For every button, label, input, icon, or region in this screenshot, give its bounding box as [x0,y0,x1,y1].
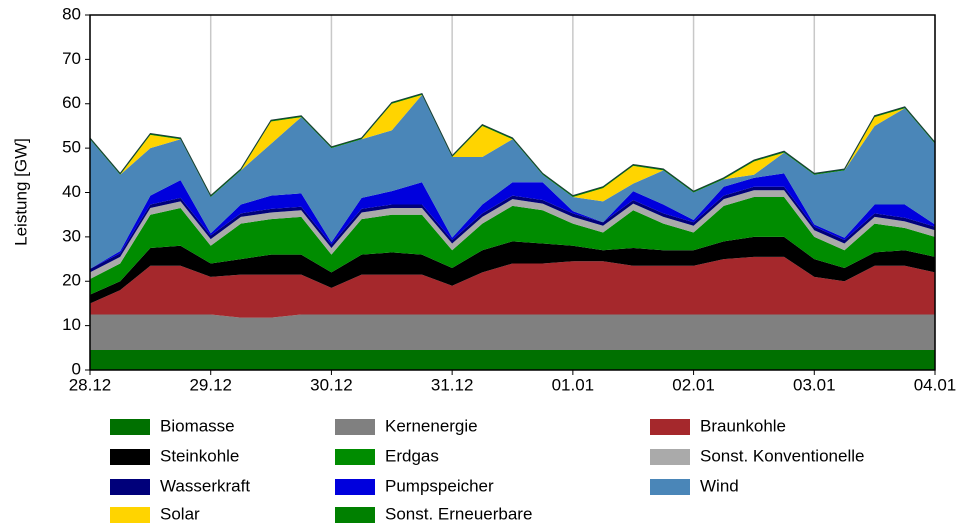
area [90,314,935,351]
legend-swatch [110,507,150,523]
legend-swatch [335,449,375,465]
y-axis-label: Leistung [GW] [11,138,30,246]
legend-label: Steinkohle [160,446,239,465]
legend-swatch [110,419,150,435]
legend-label: Pumpspeicher [385,476,494,495]
legend-label: Braunkohle [700,416,786,435]
legend-swatch [650,449,690,465]
legend-swatch [110,479,150,495]
y-tick-label: 60 [62,93,81,112]
y-tick-label: 50 [62,138,81,157]
outline [89,92,936,197]
area [90,350,935,370]
area [90,186,935,273]
area [90,236,935,304]
x-tick-label: 30.12 [310,375,353,394]
legend-swatch [110,449,150,465]
y-tick-label: 70 [62,49,81,68]
area [90,256,935,318]
x-tick-label: 02.01 [672,375,715,394]
area [90,190,935,280]
legend-label: Biomasse [160,416,235,435]
y-tick-label: 10 [62,315,81,334]
legend-swatch [335,479,375,495]
x-tick-label: 28.12 [69,375,112,394]
area [90,94,935,269]
legend-swatch [650,419,690,435]
x-tick-label: 01.01 [552,375,595,394]
legend-swatch [650,479,690,495]
x-tick-label: 03.01 [793,375,836,394]
area [90,196,935,295]
x-tick-label: 04.01 [914,375,957,394]
x-tick-label: 29.12 [189,375,232,394]
legend-swatch [335,419,375,435]
y-tick-label: 30 [62,226,81,245]
legend-swatch [335,507,375,523]
legend-label: Sonst. Erneuerbare [385,504,532,523]
legend-label: Sonst. Konventionelle [700,446,864,465]
area [90,173,935,269]
area [90,94,935,202]
x-tick-label: 31.12 [431,375,474,394]
legend-label: Wind [700,476,739,495]
plot-frame [89,14,936,371]
legend-label: Wasserkraft [160,476,250,495]
y-tick-label: 20 [62,271,81,290]
legend-label: Erdgas [385,446,439,465]
y-tick-label: 40 [62,182,81,201]
legend-label: Kernenergie [385,416,478,435]
y-tick-label: 80 [62,4,81,23]
legend-label: Solar [160,504,200,523]
y-tick-label: 0 [72,359,81,378]
